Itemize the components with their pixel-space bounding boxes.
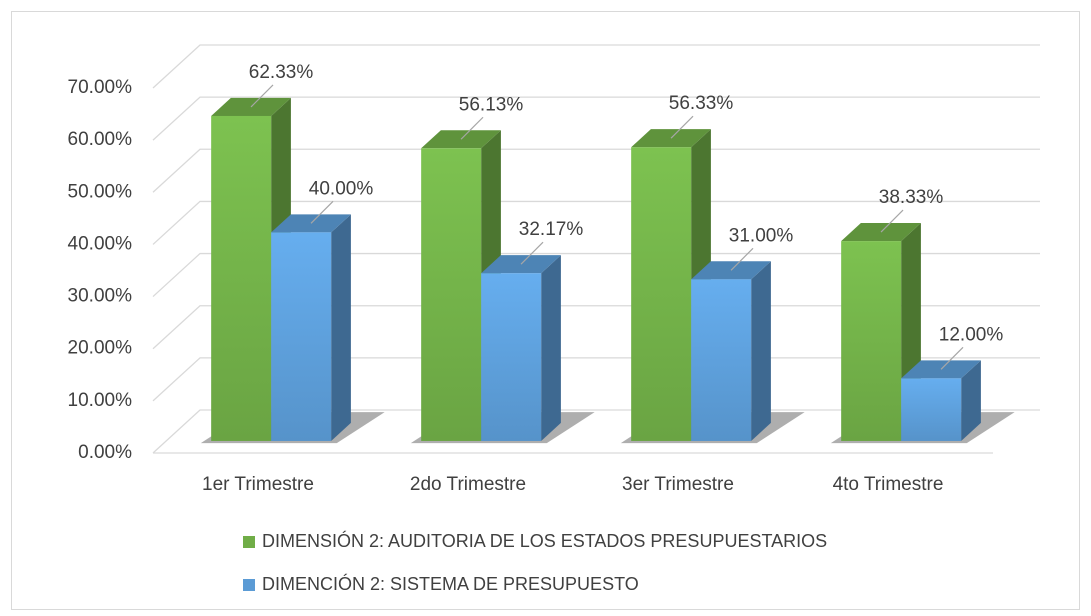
bar	[901, 378, 962, 441]
y-tick-label: 0.00%	[78, 442, 132, 463]
bar	[841, 241, 902, 441]
leader-line	[880, 209, 904, 233]
leader-line	[520, 241, 544, 265]
legend-label: DIMENCIÓN 2: SISTEMA DE PRESUPUESTO	[262, 573, 639, 594]
data-label: 40.00%	[309, 178, 374, 199]
y-tick-label: 30.00%	[68, 286, 133, 307]
data-label: 38.33%	[879, 187, 944, 208]
y-tick-label: 60.00%	[68, 129, 133, 150]
grid-line	[152, 200, 1040, 245]
y-tick-label: 50.00%	[68, 181, 133, 202]
bar	[211, 115, 272, 441]
leader-line	[940, 346, 964, 370]
bar-side	[541, 255, 561, 441]
bar-side	[331, 214, 351, 441]
leader-line	[670, 115, 694, 139]
data-label: 31.00%	[729, 225, 794, 246]
data-label: 56.33%	[669, 93, 734, 114]
grid-line	[152, 252, 1040, 298]
grid-line	[152, 148, 1040, 193]
legend-label: DIMENSIÓN 2: AUDITORIA DE LOS ESTADOS PR…	[262, 530, 827, 551]
x-tick-label: 1er Trimestre	[202, 474, 314, 495]
leader-line	[250, 84, 274, 108]
y-tick-label: 20.00%	[68, 338, 133, 359]
bar	[271, 232, 332, 441]
bar-top	[841, 223, 921, 242]
bar-side	[961, 360, 981, 441]
data-label: 62.33%	[249, 62, 314, 83]
bar	[481, 273, 542, 441]
bar	[691, 279, 752, 441]
leader-line	[310, 200, 334, 224]
x-tick-label: 4to Trimestre	[833, 474, 944, 495]
x-tick-label: 3er Trimestre	[622, 474, 734, 495]
grid-line	[152, 96, 1040, 141]
x-tick-label: 2do Trimestre	[410, 474, 526, 495]
data-label: 12.00%	[939, 324, 1004, 345]
y-tick-label: 40.00%	[68, 233, 133, 254]
leader-line	[730, 247, 754, 271]
bar	[421, 148, 482, 441]
legend-swatch	[243, 579, 255, 591]
bar	[631, 147, 692, 441]
data-label: 32.17%	[519, 219, 584, 240]
bar-side	[751, 261, 771, 441]
y-tick-label: 70.00%	[68, 77, 133, 98]
legend-swatch	[243, 536, 255, 548]
leader-line	[460, 116, 484, 140]
data-label: 56.13%	[459, 94, 524, 115]
y-tick-label: 10.00%	[68, 390, 133, 411]
grid-line	[152, 44, 1040, 89]
